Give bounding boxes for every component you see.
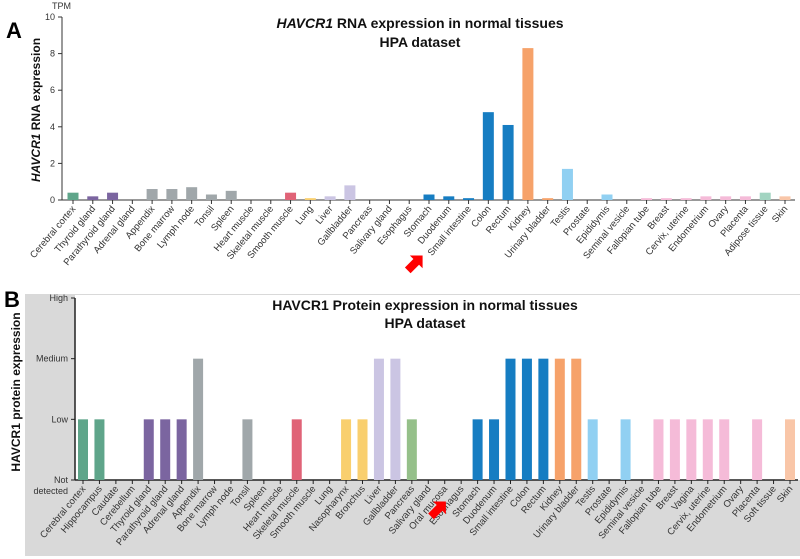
bar-gallbladder <box>344 185 356 200</box>
bar-small-intestine <box>463 198 475 200</box>
bar-small-intestine <box>505 358 516 480</box>
bar-duodenum <box>443 196 455 200</box>
y-level-label-b: Not <box>54 475 69 485</box>
y-tick-label-a: 8 <box>50 49 55 59</box>
bar-spleen <box>225 190 237 200</box>
panel-label-b: B <box>4 287 20 312</box>
bar-appendix <box>146 189 158 200</box>
chart-title-a: HAVCR1 RNA expression in normal tissues <box>276 15 563 31</box>
bar-duodenum <box>489 419 500 480</box>
bar-bone-marrow <box>166 189 178 200</box>
y-axis-label-b: HAVCR1 protein expression <box>9 312 23 471</box>
y-tick-label-a: 6 <box>50 85 55 95</box>
bar-tonsil <box>205 194 217 200</box>
bar-cervix-uterine <box>702 419 713 480</box>
bar-placenta <box>752 419 763 480</box>
bar-placenta <box>739 196 751 200</box>
bar-appendix <box>193 358 204 480</box>
bar-gallbladder <box>390 358 401 480</box>
bar-liver <box>324 196 336 200</box>
bar-fallopian-tube <box>641 198 653 200</box>
y-level-label-b: Low <box>51 414 68 424</box>
red-arrow-shape <box>428 501 446 520</box>
y-tick-label-a: 4 <box>50 122 55 132</box>
bar-hippocampus <box>94 419 105 480</box>
x-tick-label-a: Lung <box>294 204 316 227</box>
bar-breast <box>669 419 680 480</box>
bar-endometrium <box>700 196 712 200</box>
bar-stomach <box>423 194 435 200</box>
bar-colon <box>482 112 494 200</box>
bar-tonsil <box>242 419 253 480</box>
bar-skin <box>779 196 791 200</box>
x-tick-label-a: Skin <box>770 204 790 225</box>
bar-kidney <box>522 48 534 200</box>
red-arrow-b <box>428 501 446 520</box>
bar-liver <box>373 358 384 480</box>
bar-rectum <box>538 358 549 480</box>
bar-cervix-uterine <box>680 198 692 200</box>
bar-rectum <box>502 124 514 200</box>
bar-testis <box>587 419 598 480</box>
bar-skeletal-muscle <box>291 419 302 480</box>
red-arrow-a <box>404 255 423 274</box>
bar-adrenal-gland <box>176 419 187 480</box>
bar-skin <box>785 419 795 480</box>
chart-subtitle-a: HPA dataset <box>380 34 461 50</box>
bar-smooth-muscle <box>285 192 297 200</box>
y-level-label-b: Medium <box>36 354 68 364</box>
bar-pancreas <box>406 419 417 480</box>
bar-colon <box>521 358 532 480</box>
bar-testis <box>561 168 573 200</box>
y-level-label-b: detected <box>33 486 68 496</box>
bar-cerebral-cortex <box>67 192 79 200</box>
bar-epididymis <box>601 194 613 200</box>
bar-lung <box>304 198 316 200</box>
bar-urinary-bladder <box>571 358 582 480</box>
bar-parathyroid-gland <box>107 192 119 200</box>
y-level-label-b: High <box>49 293 68 303</box>
bar-cerebral-cortex <box>78 419 88 480</box>
bar-breast <box>660 198 672 200</box>
y-axis-label-a: HAVCR1 RNA expression <box>29 38 43 182</box>
panel-label-a: A <box>6 18 22 43</box>
bar-epididymis <box>620 419 631 480</box>
bar-parathyroid-gland <box>160 419 171 480</box>
bar-ovary <box>720 196 732 200</box>
bar-nasopharynx <box>341 419 352 480</box>
y-tick-label-a: 2 <box>50 158 55 168</box>
bar-vagina <box>686 419 697 480</box>
bar-kidney <box>554 358 565 480</box>
bar-lymph-node <box>186 187 198 200</box>
y-tick-label-a: 0 <box>50 195 55 205</box>
red-arrow-shape <box>404 255 423 274</box>
bar-thyroid-gland <box>143 419 154 480</box>
bar-stomach <box>472 419 483 480</box>
bar-urinary-bladder <box>542 198 554 200</box>
bar-endometrium <box>719 419 730 480</box>
chart-subtitle-b: HPA dataset <box>385 315 466 331</box>
chart-title-b: HAVCR1 Protein expression in normal tiss… <box>272 297 578 313</box>
bar-thyroid-gland <box>87 196 99 200</box>
bar-fallopian-tube <box>653 419 664 480</box>
y-tick-label-a: 10 <box>45 12 55 22</box>
y-unit-label: TPM <box>52 1 71 11</box>
bar-adipose-tissue <box>759 192 771 200</box>
bar-bronchus <box>357 419 368 480</box>
